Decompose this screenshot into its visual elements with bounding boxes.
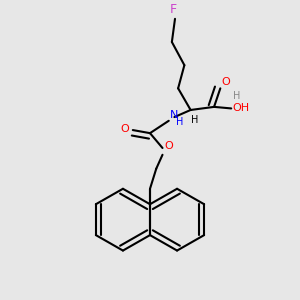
- Text: O: O: [164, 141, 173, 151]
- Text: OH: OH: [232, 103, 249, 113]
- Text: N: N: [170, 110, 179, 120]
- Text: F: F: [170, 3, 177, 16]
- Text: H: H: [176, 117, 183, 127]
- Text: H: H: [233, 91, 240, 101]
- Text: O: O: [221, 77, 230, 87]
- Text: H: H: [191, 115, 199, 124]
- Text: O: O: [120, 124, 129, 134]
